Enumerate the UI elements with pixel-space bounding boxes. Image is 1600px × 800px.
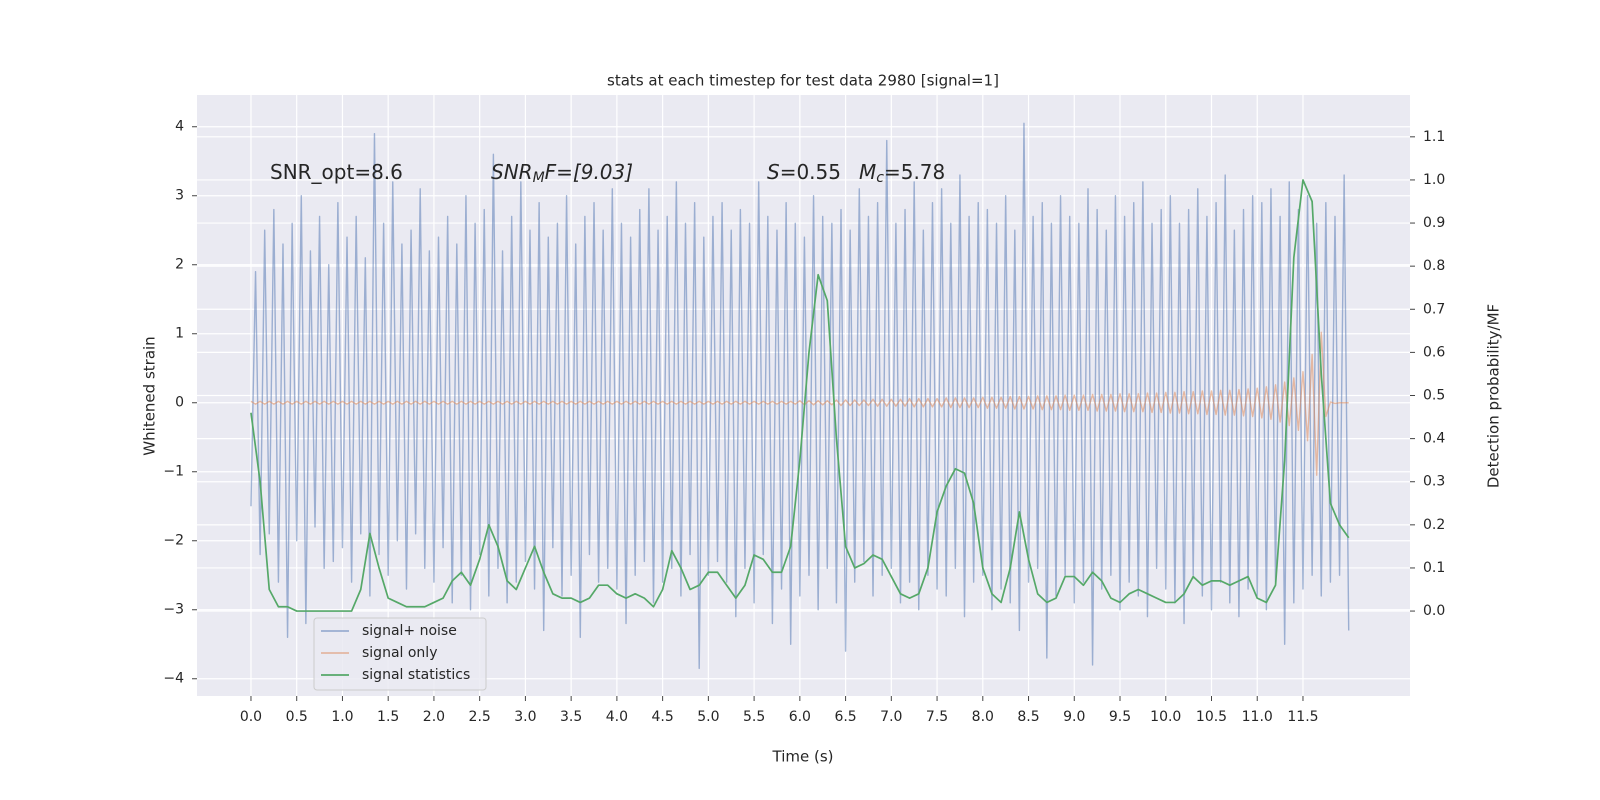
x-tick-label: 5.0 [697,709,719,725]
y2-tick-label: 1.0 [1423,172,1445,188]
y-tick-label: 3 [175,188,184,204]
legend-box [313,617,487,691]
x-tick-label: 1.5 [377,709,399,725]
y2-tick-label: 0.5 [1423,388,1445,404]
annotation: Mc=5.78 [859,160,945,187]
annotation-part: =0.55 [780,160,841,184]
x-tick-label: 6.0 [789,709,811,725]
y-tick-label: −4 [163,671,184,687]
x-tick-label: 7.0 [880,709,902,725]
y2-tick-label: 1.1 [1423,129,1445,145]
chart-title: stats at each timestep for test data 298… [607,72,999,90]
y2-tick-label: 0.3 [1423,474,1445,490]
y-tick-label: 0 [175,395,184,411]
x-tick-label: 0.5 [286,709,308,725]
x-tick-label: 1.0 [331,709,353,725]
x-axis-label: Time (s) [772,748,834,766]
x-tick-label: 6.5 [834,709,856,725]
x-tick-label: 5.5 [743,709,765,725]
annotation: SNRMF=[9.03] [491,160,633,187]
x-tick-label: 7.5 [926,709,948,725]
y2-tick-label: 0.1 [1423,560,1445,576]
y2-tick-label: 0.8 [1423,258,1445,274]
x-tick-label: 0.0 [240,709,262,725]
y2-axis-label: Detection probability/MF [1485,304,1503,488]
y2-tick-label: 0.4 [1423,431,1445,447]
annotation-part: c [876,170,884,186]
x-tick-label: 8.0 [972,709,994,725]
series-line [250,122,1350,670]
annotation: S=0.55 [767,160,841,184]
plot-data [250,122,1350,670]
legend-label: signal+ noise [362,623,457,639]
x-tick-label: 4.5 [651,709,673,725]
x-tick-label: 10.5 [1196,709,1227,725]
x-tick-label: 3.5 [560,709,582,725]
x-tick-label: 4.0 [606,709,628,725]
y-tick-label: 4 [175,119,184,135]
x-tick-label: 2.0 [423,709,445,725]
y-tick-label: 1 [175,326,184,342]
y-tick-label: −3 [163,602,184,618]
legend: signal+ noise signal only signal statistic… [313,617,487,691]
x-tick-label: 9.0 [1063,709,1085,725]
y2-tick-label: 0.7 [1423,301,1445,317]
x-tick-label: 9.5 [1109,709,1131,725]
y2-tick-label: 0.9 [1423,215,1445,231]
y-tick-label: −2 [163,533,184,549]
y-axis-label: Whitened strain [141,336,159,455]
y-tick-label: 2 [175,257,184,273]
x-tick-label: 11.5 [1287,709,1318,725]
annotation-part: S [767,160,780,184]
annotation: SNR_opt=8.6 [270,160,403,184]
annotation-part: M [533,170,545,186]
x-tick-label: 11.0 [1242,709,1273,725]
y2-tick-label: 0.6 [1423,344,1445,360]
x-tick-label: 3.0 [514,709,536,725]
annotation-part: SNR_opt=8.6 [270,160,403,184]
annotation-part: =5.78 [884,160,945,184]
y2-tick-label: 0.2 [1423,517,1445,533]
y-tick-label: −1 [163,464,184,480]
series-line [250,179,1350,612]
annotation-part: F=[9.03] [545,160,633,184]
x-tick-label: 10.0 [1150,709,1181,725]
x-tick-label: 2.5 [469,709,491,725]
annotation-part: SNR [491,160,533,184]
x-tick-label: 8.5 [1017,709,1039,725]
series-line [250,331,1349,476]
legend-label: signal only [362,645,437,661]
y2-tick-label: 0.0 [1423,603,1445,619]
legend-label: signal statistics [362,667,470,683]
annotation-part: M [859,160,876,184]
